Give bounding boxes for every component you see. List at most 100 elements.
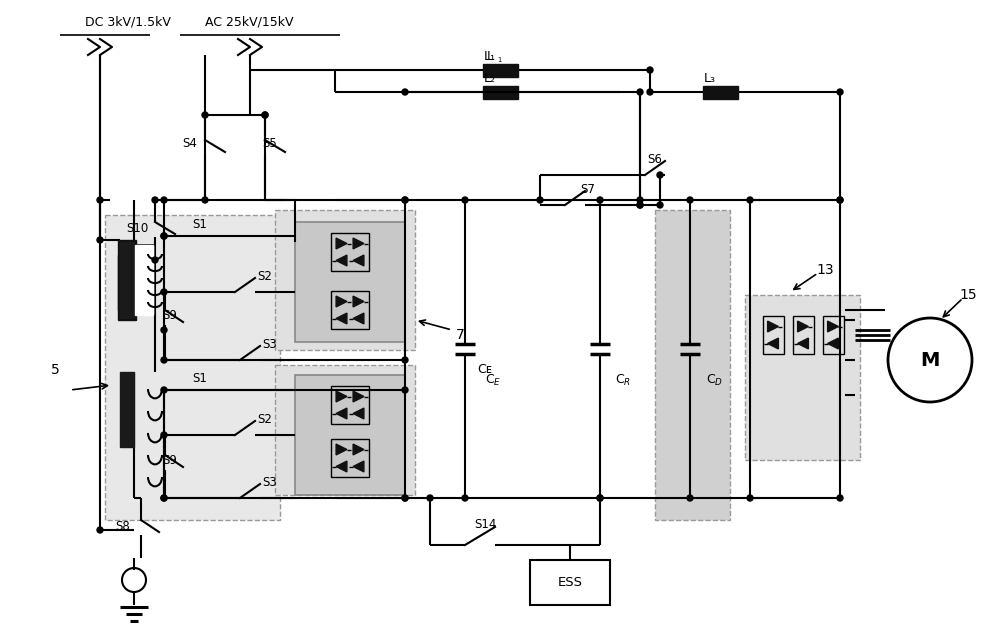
Polygon shape (798, 321, 808, 332)
Text: C$_E$: C$_E$ (485, 372, 501, 388)
Text: S3: S3 (263, 475, 277, 489)
Circle shape (152, 197, 158, 203)
Text: DC 3kV/1.5kV: DC 3kV/1.5kV (85, 15, 171, 28)
Circle shape (161, 357, 167, 363)
Text: S6: S6 (648, 153, 662, 166)
Text: S3: S3 (263, 337, 277, 350)
Bar (120, 372, 134, 447)
Bar (793, 316, 814, 354)
Circle shape (97, 527, 103, 533)
Bar (331, 386, 369, 424)
Bar (823, 316, 844, 354)
Bar (105, 215, 280, 520)
Circle shape (462, 495, 468, 501)
Text: M: M (920, 350, 940, 370)
Text: $_1$: $_1$ (497, 55, 503, 65)
Text: S2: S2 (258, 413, 272, 426)
Polygon shape (336, 238, 347, 249)
Text: S8: S8 (116, 520, 130, 533)
Bar (331, 233, 369, 271)
Bar (295, 222, 405, 342)
Polygon shape (768, 321, 778, 332)
Bar (118, 240, 136, 320)
Text: 15: 15 (959, 288, 977, 302)
Polygon shape (828, 321, 838, 332)
Circle shape (402, 357, 408, 363)
Circle shape (161, 495, 167, 501)
Circle shape (537, 197, 543, 203)
Circle shape (657, 202, 663, 208)
Polygon shape (353, 444, 364, 455)
Circle shape (402, 387, 408, 393)
Bar (763, 316, 784, 354)
Bar (703, 86, 738, 99)
Polygon shape (336, 444, 347, 455)
Circle shape (687, 495, 693, 501)
Polygon shape (768, 338, 778, 349)
Circle shape (637, 197, 643, 203)
Text: C$_R$: C$_R$ (615, 372, 631, 388)
Bar (483, 86, 518, 99)
Circle shape (637, 89, 643, 95)
Bar (120, 242, 132, 318)
Polygon shape (336, 313, 347, 324)
Circle shape (402, 197, 408, 203)
Circle shape (97, 237, 103, 243)
Circle shape (687, 197, 693, 203)
Polygon shape (353, 461, 364, 472)
Text: S5: S5 (263, 137, 277, 149)
Polygon shape (798, 338, 808, 349)
Polygon shape (353, 255, 364, 266)
Circle shape (202, 112, 208, 118)
Circle shape (262, 112, 268, 118)
Bar (275, 210, 415, 350)
Polygon shape (353, 238, 364, 249)
Polygon shape (353, 313, 364, 324)
Circle shape (597, 197, 603, 203)
Text: S1: S1 (193, 218, 207, 231)
Polygon shape (353, 408, 364, 419)
Bar (530, 560, 610, 605)
Polygon shape (828, 338, 838, 349)
Polygon shape (353, 296, 364, 307)
Circle shape (161, 197, 167, 203)
Text: L₁: L₁ (484, 50, 496, 62)
Bar (331, 439, 369, 477)
Circle shape (747, 197, 753, 203)
Circle shape (402, 197, 408, 203)
Text: AC 25kV/15kV: AC 25kV/15kV (205, 15, 294, 28)
Bar (275, 365, 415, 495)
Text: L₂: L₂ (484, 71, 496, 84)
Polygon shape (336, 391, 347, 402)
Circle shape (161, 327, 167, 333)
Circle shape (597, 495, 603, 501)
Circle shape (161, 289, 167, 295)
Circle shape (837, 197, 843, 203)
Circle shape (647, 89, 653, 95)
Circle shape (637, 202, 643, 208)
Bar (295, 375, 405, 495)
Circle shape (97, 197, 103, 203)
Text: S9: S9 (163, 453, 177, 466)
Circle shape (202, 197, 208, 203)
Polygon shape (336, 461, 347, 472)
Circle shape (161, 432, 167, 438)
Circle shape (657, 172, 663, 178)
Bar (120, 242, 134, 318)
Circle shape (837, 197, 843, 203)
Circle shape (161, 387, 167, 393)
Polygon shape (353, 391, 364, 402)
Bar (120, 242, 134, 317)
Circle shape (647, 67, 653, 73)
Circle shape (837, 495, 843, 501)
Text: ESS: ESS (558, 576, 582, 589)
Text: S1: S1 (193, 372, 207, 384)
Circle shape (837, 89, 843, 95)
Text: C$_D$: C$_D$ (706, 372, 723, 388)
Text: L₃: L₃ (704, 71, 716, 84)
Circle shape (402, 495, 408, 501)
Text: 5: 5 (51, 363, 59, 377)
Circle shape (462, 197, 468, 203)
Circle shape (637, 202, 643, 208)
Polygon shape (336, 255, 347, 266)
